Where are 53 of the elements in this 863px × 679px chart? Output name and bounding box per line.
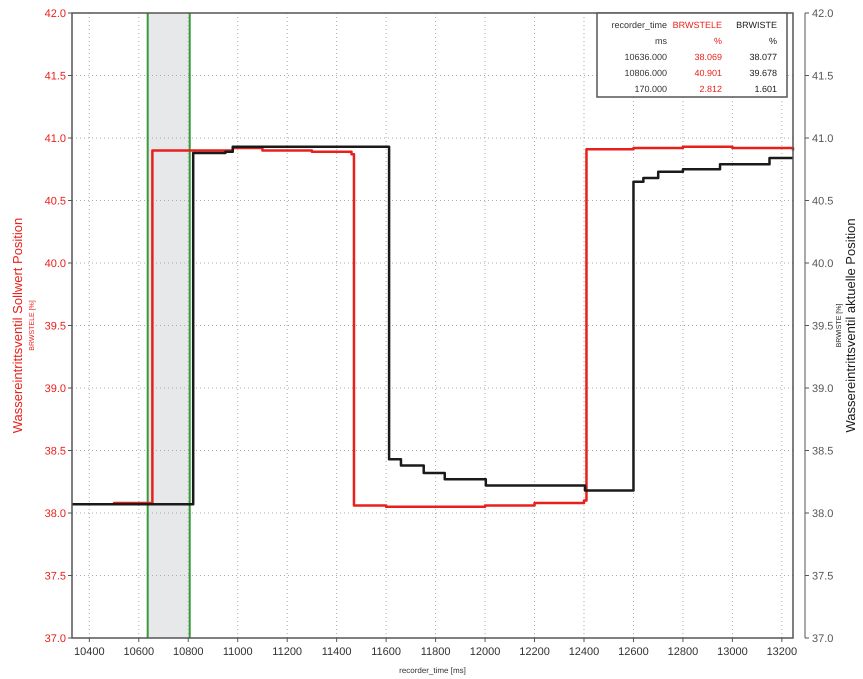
x-tick-label: 11800 <box>420 646 450 658</box>
x-tick-label: 11600 <box>371 646 402 658</box>
y2-tick-label: 38.5 <box>812 446 834 458</box>
y2-tick-label: 40.5 <box>812 196 834 208</box>
y-tick-label: 39.0 <box>44 383 66 395</box>
y-tick-label: 39.5 <box>44 320 66 332</box>
y2-tick-label: 37.5 <box>812 570 834 582</box>
annotation: 2.812 <box>699 84 722 94</box>
x-tick-label: 11400 <box>322 646 352 658</box>
x-tick-label: 12000 <box>470 646 500 658</box>
annotation: recorder_time <box>611 20 667 30</box>
y2-tick-label: 38.0 <box>812 508 834 520</box>
y-tick-label: 38.5 <box>44 446 66 458</box>
y-tick-label: 38.0 <box>44 508 66 520</box>
y2-tick-label: 39.5 <box>812 320 834 332</box>
x-tick-label: 10400 <box>74 646 105 658</box>
y2-tick-label: 39.0 <box>812 383 834 395</box>
x-axis-title: recorder_time [ms] <box>399 666 466 675</box>
annotation: % <box>768 36 777 46</box>
y2-tick-label: 41.0 <box>812 133 834 145</box>
x-tick-label: 12800 <box>668 646 698 658</box>
annotation: 38.077 <box>749 52 777 62</box>
annotation: ms <box>655 36 668 46</box>
x-tick-label: 12200 <box>519 646 550 658</box>
x-tick-label: 12600 <box>618 646 649 658</box>
y-tick-label: 37.5 <box>44 570 66 582</box>
y-tick-label: 42.0 <box>44 8 66 20</box>
y2-tick-label: 37.0 <box>812 633 834 645</box>
y2-tick-label: 42.0 <box>812 8 834 20</box>
annotation: 170.000 <box>634 84 667 94</box>
annotation: 38.069 <box>694 52 722 62</box>
x-tick-label: 13200 <box>766 646 798 658</box>
annotation: % <box>714 36 722 46</box>
y2-tick-label: 41.5 <box>812 70 834 82</box>
annotation: 40.901 <box>694 68 722 78</box>
y-tick-label: 41.5 <box>44 70 66 82</box>
y2-tick-label: 40.0 <box>812 258 834 270</box>
y-tick-label: 40.0 <box>44 258 66 270</box>
annotation: 39.678 <box>749 68 777 78</box>
annotation: 1.601 <box>754 84 777 94</box>
x-tick-label: 10800 <box>172 646 204 658</box>
x-tick-label: 13000 <box>717 646 748 658</box>
x-tick-label: 10600 <box>123 646 154 658</box>
x-tick-label: 12400 <box>568 646 600 658</box>
y-tick-label: 37.0 <box>44 633 66 645</box>
y-tick-label: 41.0 <box>44 133 66 145</box>
annotation: 10806.000 <box>624 68 667 78</box>
x-tick-label: 11000 <box>222 646 253 658</box>
text: BRWISTE <box>736 20 777 30</box>
x-tick-label: 11200 <box>272 646 302 658</box>
y-tick-label: 40.5 <box>44 196 66 208</box>
annotation: 10636.000 <box>624 52 667 62</box>
text: BRWSTELE <box>672 20 722 30</box>
